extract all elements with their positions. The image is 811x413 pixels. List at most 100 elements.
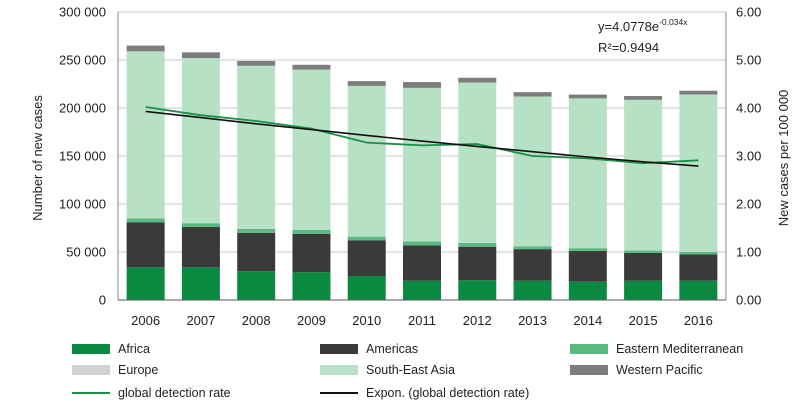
bar-south-east-asia — [513, 96, 552, 247]
bar-eastern-mediterranean — [624, 250, 663, 253]
bar-americas — [403, 245, 441, 281]
bar-africa — [624, 280, 663, 300]
axes — [117, 12, 727, 301]
bar-eastern-mediterranean — [458, 242, 497, 247]
trend-lines — [145, 106, 699, 167]
y2-axis-title: New cases per 100 000 — [776, 90, 791, 227]
bar-africa — [292, 272, 331, 300]
bar-africa — [347, 276, 386, 300]
bar-western-pacific — [568, 94, 607, 99]
trend-equation: y=4.0778e-0.034x — [598, 17, 688, 34]
y2-tick-label: 1.00 — [736, 245, 761, 260]
y2-tick-label: 5.00 — [736, 53, 761, 68]
bar-south-east-asia — [237, 65, 276, 229]
bar-western-pacific — [458, 77, 497, 83]
legend-label-europe: Europe — [118, 363, 159, 377]
bars — [126, 45, 718, 300]
bar-africa — [126, 267, 165, 300]
legend-swatch-europe — [72, 365, 110, 375]
bar-south-east-asia — [458, 82, 497, 243]
y-tick-label: 50 000 — [66, 245, 106, 260]
bar-africa — [513, 280, 552, 300]
legend-item-europe: Europe — [72, 363, 158, 377]
r-squared: R²=0.9494 — [598, 40, 659, 55]
x-tick-label: 2014 — [573, 313, 602, 328]
bar-western-pacific — [126, 45, 165, 52]
legend-item-africa: Africa — [72, 342, 150, 356]
bar-eastern-mediterranean — [568, 248, 607, 252]
bar-americas — [513, 249, 552, 281]
bar-americas — [347, 240, 386, 276]
y2-tick-label: 2.00 — [736, 197, 761, 212]
legend-item-americas: Americas — [320, 342, 418, 356]
y-tick-label: 300 000 — [59, 5, 106, 20]
bar-eastern-mediterranean — [347, 236, 386, 241]
bar-africa — [237, 271, 276, 300]
y-tick-label: 100 000 — [59, 197, 106, 212]
legend-label-americas: Americas — [366, 342, 419, 356]
stacked-bar-chart: 0 0.00 50 000 1.00 100 000 2.00 150 000 3.00 200… — [30, 5, 791, 329]
legend-item-expon-trend: Expon. (global detection rate) — [320, 386, 529, 400]
legend-item-global-detection-rate: global detection rate — [72, 386, 231, 400]
x-tick-label: 2013 — [518, 313, 547, 328]
bar-americas — [126, 222, 165, 268]
x-tick-label: 2007 — [186, 313, 215, 328]
y-tick-label: 200 000 — [59, 101, 106, 116]
bar-americas — [568, 251, 607, 282]
y-tick-label: 0 — [99, 293, 106, 308]
y2-tick-label: 0.00 — [736, 293, 761, 308]
bar-south-east-asia — [679, 94, 718, 252]
x-tick-label: 2011 — [408, 313, 436, 328]
bar-western-pacific — [347, 81, 386, 86]
y-tick-label: 250 000 — [59, 53, 106, 68]
legend-swatch-americas — [320, 344, 358, 354]
bar-africa — [458, 280, 497, 300]
trend-equation-base: y=4.0778e — [598, 19, 659, 34]
bar-eastern-mediterranean — [126, 218, 165, 223]
bar-south-east-asia — [624, 99, 663, 251]
legend: Africa Americas Eastern Mediterranean Eu… — [72, 342, 802, 408]
legend-line-global-detection-rate — [72, 392, 110, 394]
bar-western-pacific — [292, 64, 331, 70]
legend-item-western-pacific: Western Pacific — [570, 363, 703, 377]
legend-item-eastern-mediterranean: Eastern Mediterranean — [570, 342, 743, 356]
bar-africa — [403, 280, 441, 300]
bar-americas — [458, 246, 497, 281]
bar-south-east-asia — [403, 87, 441, 242]
bar-americas — [237, 232, 276, 272]
bar-africa — [679, 280, 718, 300]
legend-label-global-detection-rate: global detection rate — [118, 386, 231, 400]
detection-rate-line — [145, 106, 699, 165]
bar-americas — [624, 252, 663, 281]
bar-south-east-asia — [568, 98, 607, 249]
legend-line-expon-trend — [320, 392, 358, 394]
y2-tick-label: 6.00 — [736, 5, 761, 20]
bar-africa — [568, 281, 607, 300]
bar-western-pacific — [403, 82, 441, 88]
legend-swatch-western-pacific — [570, 365, 608, 375]
bar-eastern-mediterranean — [181, 223, 220, 228]
bar-western-pacific — [513, 92, 552, 97]
bar-americas — [679, 254, 718, 281]
legend-label-africa: Africa — [118, 342, 150, 356]
y-axis-title: Number of new cases — [30, 95, 45, 221]
bar-eastern-mediterranean — [292, 229, 331, 234]
y2-tick-label: 3.00 — [736, 149, 761, 164]
y2-tick-label: 4.00 — [736, 101, 761, 116]
legend-swatch-africa — [72, 344, 110, 354]
bar-eastern-mediterranean — [403, 241, 441, 246]
legend-label-expon-trend: Expon. (global detection rate) — [366, 386, 530, 400]
x-tick-label: 2010 — [352, 313, 381, 328]
tick-labels: 0 0.00 50 000 1.00 100 000 2.00 150 000 3.00 200… — [59, 5, 761, 329]
x-tick-label: 2015 — [629, 313, 658, 328]
bar-western-pacific — [237, 60, 276, 66]
bar-south-east-asia — [126, 51, 165, 219]
bar-western-pacific — [679, 90, 718, 95]
bar-americas — [292, 233, 331, 273]
legend-swatch-eastern-mediterranean — [570, 344, 608, 354]
bar-eastern-mediterranean — [237, 228, 276, 233]
bar-africa — [181, 267, 220, 300]
bar-eastern-mediterranean — [679, 252, 718, 255]
bar-south-east-asia — [181, 58, 220, 224]
x-tick-label: 2016 — [684, 313, 713, 328]
